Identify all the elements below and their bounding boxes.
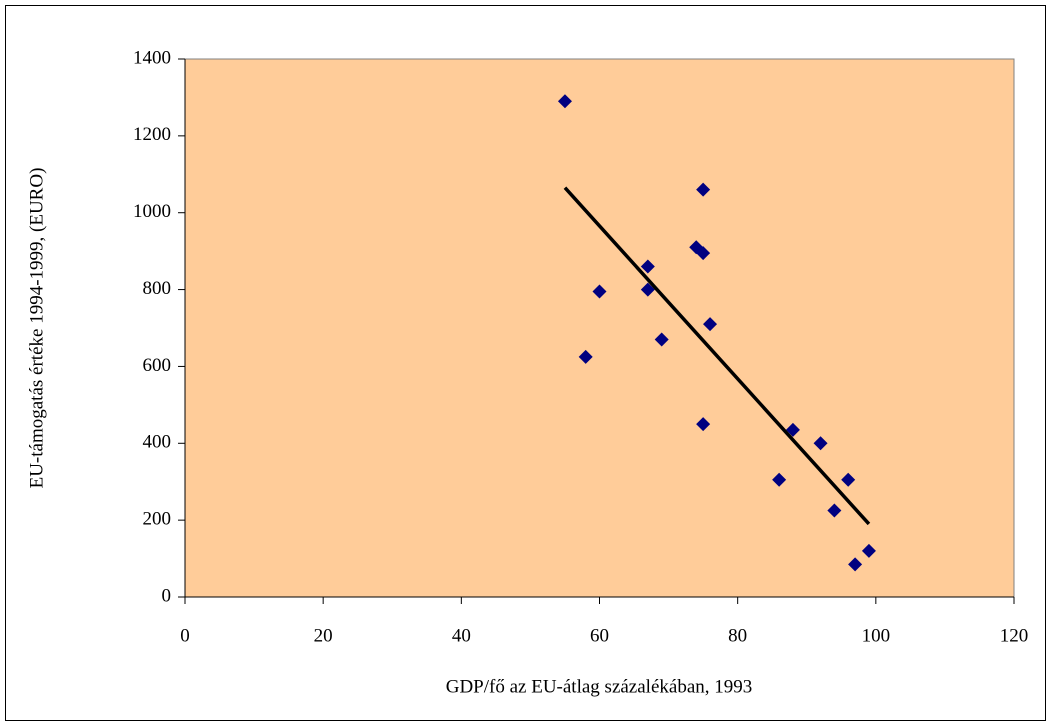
point xyxy=(703,317,718,332)
point xyxy=(772,472,787,487)
y-axis-label: EU-támogatás értéke 1994-1999, (EURO) xyxy=(26,168,47,489)
point xyxy=(848,557,863,572)
y-tick-label: 600 xyxy=(143,355,172,376)
y-tick-label: 1400 xyxy=(133,47,171,68)
y-tick-label: 800 xyxy=(143,278,172,299)
point xyxy=(654,332,669,347)
x-tick-label: 40 xyxy=(452,625,471,646)
point xyxy=(841,472,856,487)
point xyxy=(813,436,828,451)
point xyxy=(696,417,711,432)
y-tick-label: 1200 xyxy=(133,124,171,145)
point xyxy=(640,259,655,274)
trendline xyxy=(563,186,871,526)
y-tick-label: 400 xyxy=(143,432,172,453)
plot-area xyxy=(184,58,1015,598)
point xyxy=(827,503,842,518)
point xyxy=(640,282,655,297)
y-tick-label: 0 xyxy=(162,585,172,606)
y-tick-label: 200 xyxy=(143,509,172,530)
x-tick-label: 80 xyxy=(728,625,747,646)
point xyxy=(696,182,711,197)
x-tick-label: 60 xyxy=(590,625,609,646)
point xyxy=(696,246,711,261)
point xyxy=(557,94,572,109)
y-tick-label: 1000 xyxy=(133,201,171,222)
x-tick-label: 100 xyxy=(862,625,891,646)
x-tick-label: 0 xyxy=(180,625,190,646)
point xyxy=(861,543,876,558)
x-tick-label: 20 xyxy=(314,625,333,646)
point xyxy=(785,422,800,437)
x-tick-label: 120 xyxy=(1000,625,1029,646)
point xyxy=(578,349,593,364)
x-axis-label: GDP/fő az EU-átlag százalékában, 1993 xyxy=(446,676,753,697)
point xyxy=(592,284,607,299)
